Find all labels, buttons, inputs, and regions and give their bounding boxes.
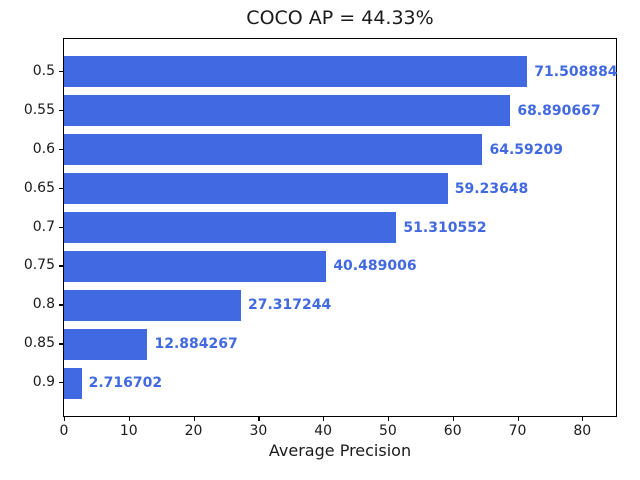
x-tick-mark	[323, 417, 325, 421]
x-tick-mark	[387, 417, 390, 421]
bar-value-label: 2.716702	[88, 375, 163, 392]
bar	[64, 172, 448, 205]
bar-value-label: 12.884267	[154, 336, 238, 353]
y-tick-mark	[59, 109, 63, 111]
y-tick-mark	[59, 187, 63, 189]
y-tick-label: 0.7	[32, 218, 55, 235]
y-tick-mark	[59, 265, 63, 267]
x-tick-mark	[258, 417, 260, 421]
y-tick-label: 0.75	[23, 257, 55, 274]
y-tick-mark	[59, 70, 63, 72]
bar	[64, 250, 327, 283]
x-tick-label: 10	[119, 423, 138, 439]
x-tick-mark	[452, 417, 454, 421]
bar	[64, 328, 148, 360]
y-tick-mark	[59, 304, 63, 306]
bar-value-label: 71.508884	[534, 63, 618, 80]
y-tick-mark	[59, 148, 63, 150]
y-tick-mark	[59, 382, 63, 384]
bar	[64, 56, 528, 88]
bar-value-label: 40.489006	[333, 258, 417, 275]
x-tick-label: 50	[379, 423, 397, 439]
y-tick-mark	[59, 226, 63, 228]
y-tick-label: 0.6	[32, 140, 55, 157]
chart-title: COCO AP = 44.33%	[246, 7, 434, 29]
bar-value-label: 51.310552	[403, 219, 487, 236]
x-tick-label: 30	[249, 423, 268, 439]
y-tick-label: 0.9	[32, 374, 55, 391]
x-tick-mark	[582, 417, 584, 421]
bar-value-label: 64.59209	[489, 141, 563, 158]
bar	[64, 95, 511, 127]
x-tick-mark	[64, 417, 66, 421]
x-tick-label: 40	[314, 423, 333, 439]
x-tick-mark	[517, 417, 519, 421]
bar-value-label: 59.23648	[454, 180, 529, 197]
y-tick-label: 0.65	[23, 179, 55, 196]
y-tick-label: 0.8	[32, 296, 55, 313]
bar	[64, 289, 241, 321]
y-tick-label: 0.85	[23, 335, 55, 352]
y-tick-label: 0.5	[32, 62, 55, 79]
x-tick-label: 70	[508, 423, 527, 439]
x-tick-label: 60	[443, 423, 462, 439]
y-tick-mark	[59, 343, 63, 345]
x-tick-label: 80	[573, 423, 592, 439]
x-axis-label: Average Precision	[268, 441, 412, 460]
bar	[64, 367, 82, 399]
bar	[64, 134, 483, 166]
plot-area: 71.508884 68.890667 64.59209 59.23648 51.310…	[63, 38, 618, 417]
y-tick-label: 0.55	[23, 101, 55, 118]
x-tick-mark	[193, 417, 195, 421]
bar-value-label: 68.890667	[517, 102, 601, 119]
x-tick-label: 20	[184, 423, 203, 439]
bar-value-label: 27.317244	[247, 297, 332, 314]
bar	[64, 211, 397, 244]
x-tick-mark	[128, 417, 130, 421]
x-tick-label: 0	[59, 423, 69, 439]
